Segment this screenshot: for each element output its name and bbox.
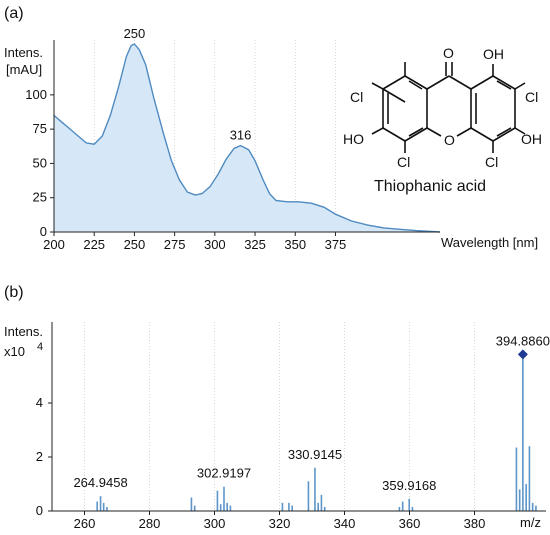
uv-y-tick-label: 0	[40, 224, 47, 239]
uv-x-tick-label: 250	[124, 237, 146, 252]
atom-ho-left: HO	[343, 131, 364, 147]
ms-x-tick-label: 360	[399, 516, 421, 531]
ms-peak-label: 264.9458	[73, 475, 127, 490]
ms-peak-labels: 264.9458 302.9197 330.9145 359.9168 394.8860	[73, 333, 550, 492]
uv-x-tick-label: 325	[244, 237, 266, 252]
ms-ylabel-line1: Intens.	[4, 324, 43, 339]
ms-x-tick-label: 340	[334, 516, 356, 531]
compound-name: Thiophanic acid	[374, 178, 486, 195]
ms-x-tick-label: 260	[74, 516, 96, 531]
ms-peak-label: 302.9197	[197, 466, 251, 481]
atom-cl-left: Cl	[350, 89, 363, 105]
atom-o-carbonyl: O	[443, 45, 454, 61]
ms-peaks	[96, 349, 537, 511]
ms-x-tick-label: 380	[464, 516, 486, 531]
ms-peak-label: 359.9168	[382, 478, 436, 493]
uv-x-tick-label: 300	[204, 237, 226, 252]
atom-cl-right: Cl	[525, 89, 538, 105]
uv-y-tick-label: 100	[25, 87, 47, 102]
uv-x-tick-label: 375	[325, 237, 347, 252]
uv-spectrum-line	[53, 43, 441, 233]
ms-xlabel: m/z	[520, 515, 541, 530]
panel-label-b: (b)	[4, 284, 24, 301]
ms-y-tick-label: 4	[36, 395, 43, 410]
uv-y-tick-label: 75	[33, 121, 47, 136]
ms-ylabel-exponent: 4	[37, 341, 43, 353]
uv-x-tick-label: 225	[83, 237, 105, 252]
uv-x-tick-label: 275	[164, 237, 186, 252]
atom-oh-top-right: OH	[483, 46, 504, 62]
molecule-structure: Cl HO Cl O O OH Cl OH Cl	[343, 45, 542, 170]
ms-x-tick-label: 280	[139, 516, 161, 531]
uv-x-tick-label: 200	[43, 237, 65, 252]
uv-ticks: 200 225 250 275 300 325 350 375 0 25 50 75 100	[25, 87, 346, 252]
uv-y-tick-label: 25	[33, 190, 47, 205]
uv-area-fill	[54, 44, 440, 232]
panel-label-a: (a)	[4, 5, 24, 22]
atom-cl-bottom-right: Cl	[485, 154, 498, 170]
uv-chart: Intens. [mAU] 200 225 250 275 300 325 350 37502…	[4, 26, 542, 252]
ms-y-tick-label: 0	[36, 503, 43, 518]
ms-ticks: 260 280 300 320 340 360 380 0 2 4	[36, 395, 486, 531]
uv-xlabel: Wavelength [nm]	[441, 235, 538, 250]
uv-peak-labels: 250 316	[124, 26, 252, 142]
ms-chart: Intens. x10 4 260 280 300 320 340 360 380 0 2 4 2…	[4, 322, 550, 531]
ms-peak-label: 330.9145	[288, 447, 342, 462]
atom-oh-right: OH	[521, 131, 542, 147]
uv-y-tick-label: 50	[33, 155, 47, 170]
ms-ylabel-line2: x10	[4, 344, 25, 359]
uv-x-tick-label: 350	[284, 237, 306, 252]
ms-precursor-marker	[517, 349, 528, 360]
atom-cl-bottom-left: Cl	[397, 154, 410, 170]
ms-x-tick-label: 320	[269, 516, 291, 531]
atom-o-ring: O	[444, 132, 455, 148]
ms-peak-label: 394.8860	[496, 333, 550, 348]
ms-x-tick-label: 300	[204, 516, 226, 531]
uv-peak-label: 316	[230, 128, 252, 143]
ms-y-tick-label: 2	[36, 449, 43, 464]
uv-ylabel-line1: Intens.	[4, 45, 43, 60]
uv-peak-label: 250	[124, 26, 146, 41]
uv-ylabel-line2: [mAU]	[6, 62, 42, 77]
